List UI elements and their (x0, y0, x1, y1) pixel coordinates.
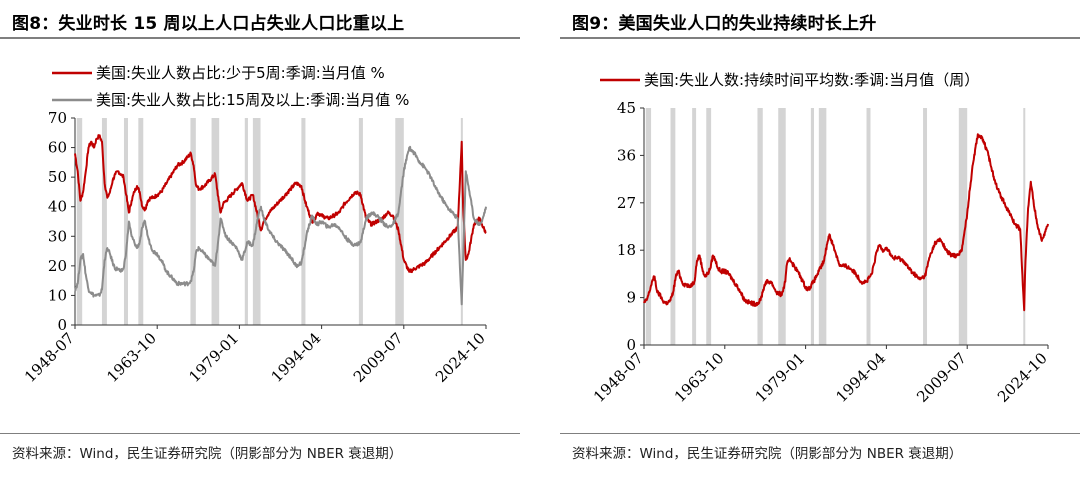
y-tick-label: 20 (48, 257, 67, 275)
recession-band (76, 118, 83, 325)
line-chart-fig8: 0 10 20 30 40 50 60 70 1948-07 1963-10 1979-01 1994… (21, 64, 489, 386)
recession-band (301, 118, 306, 325)
chart-panel-fig9: 图9：美国失业人口的失业持续时长上升 0 9 18 27 36 45 1948-07 1963… (560, 0, 1080, 477)
recession-band (670, 108, 676, 345)
x-tick-label: 1948-07 (590, 349, 647, 406)
recession-band (138, 118, 144, 325)
x-tick-label: 1979-01 (752, 349, 809, 406)
recession-band (818, 108, 827, 345)
y-tick-label: 18 (617, 241, 636, 259)
recession-band (923, 108, 928, 345)
recession-band (460, 118, 463, 325)
legend-label: 美国:失业人数占比:少于5周:季调:当月值 % (96, 64, 385, 82)
recession-band (810, 108, 814, 345)
x-tick-label: 1963-10 (103, 329, 160, 386)
y-tick-label: 27 (617, 194, 636, 212)
recession-band (958, 108, 968, 345)
y-tick-label: 0 (626, 336, 636, 354)
y-tick-label: 70 (48, 109, 67, 127)
x-tick-label: 1963-10 (671, 349, 728, 406)
x-tick-label: 2024-10 (432, 329, 489, 386)
source-note: 资料来源：Wind，民生证券研究院（阴影部分为 NBER 衰退期） (12, 446, 403, 462)
series-line (74, 134, 487, 274)
y-tick-label: 45 (617, 99, 636, 117)
y-tick-label: 9 (626, 289, 636, 307)
chart-panel-fig8: 图8：失业时长 15 周以上人口占失业人口比重以上 0 10 20 30 40 50 60 7… (0, 0, 520, 477)
recession-band (395, 118, 404, 325)
y-tick-label: 40 (48, 198, 67, 216)
title-divider (0, 37, 520, 39)
recession-band (1023, 108, 1026, 345)
chart-title: 图9：美国失业人口的失业持续时长上升 (572, 14, 877, 34)
recession-band (757, 108, 763, 345)
x-tick-label: 1979-01 (185, 329, 242, 386)
y-tick-label: 50 (48, 168, 67, 186)
source-divider (0, 433, 520, 434)
y-tick-label: 30 (48, 227, 67, 245)
recession-band (692, 108, 697, 345)
x-tick-label: 1994-04 (832, 349, 889, 406)
y-tick-label: 60 (48, 139, 67, 157)
x-tick-label: 2024-10 (994, 349, 1051, 406)
recession-band (211, 118, 220, 325)
recession-band (101, 118, 107, 325)
recession-band (244, 118, 248, 325)
legend-label: 美国:失业人数占比:15周及以上:季调:当月值 % (96, 91, 409, 109)
recession-band (778, 108, 786, 345)
title-divider (560, 37, 1080, 39)
recession-band (358, 118, 363, 325)
y-tick-label: 0 (57, 316, 67, 334)
legend-label: 美国:失业人数:持续时间平均数:季调:当月值（周） (644, 71, 979, 89)
line-chart-fig9: 0 9 18 27 36 45 1948-07 1963-10 1979-01 1994-04 20… (590, 71, 1051, 406)
series-line (643, 133, 1049, 312)
x-tick-label: 1994-04 (268, 329, 325, 386)
series-line (74, 145, 487, 306)
recession-band (706, 108, 712, 345)
recession-band (645, 108, 652, 345)
x-tick-label: 1948-07 (21, 329, 78, 386)
chart-title: 图8：失业时长 15 周以上人口占失业人口比重以上 (12, 14, 405, 34)
recession-band (190, 118, 196, 325)
source-divider (560, 433, 1080, 434)
x-tick-label: 2009-07 (913, 349, 970, 406)
y-tick-label: 36 (617, 146, 636, 164)
recession-band (866, 108, 871, 345)
source-note: 资料来源：Wind，民生证券研究院（阴影部分为 NBER 衰退期） (572, 446, 963, 462)
recession-band (123, 118, 129, 325)
x-tick-label: 2009-07 (350, 329, 407, 386)
y-tick-label: 10 (48, 286, 67, 304)
